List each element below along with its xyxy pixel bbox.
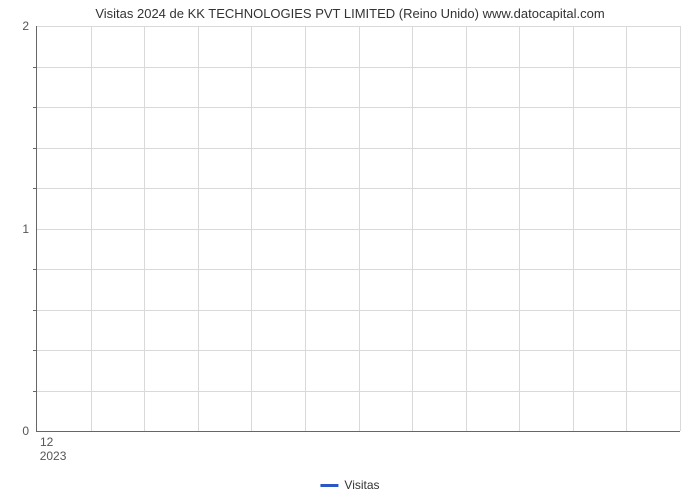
y-axis-minor-tick <box>33 269 37 270</box>
y-axis-tick-label: 1 <box>22 222 29 236</box>
grid-line-vertical <box>680 26 681 431</box>
grid-line-vertical <box>573 26 574 431</box>
x-axis-sub-label: 2023 <box>40 449 67 463</box>
grid-line-vertical <box>626 26 627 431</box>
y-axis-minor-tick <box>33 107 37 108</box>
chart-legend: Visitas <box>320 478 379 492</box>
y-axis-tick-label: 2 <box>22 19 29 33</box>
chart-plot-area: 012122023 <box>36 26 680 432</box>
grid-line-vertical <box>251 26 252 431</box>
legend-label: Visitas <box>344 478 379 492</box>
legend-swatch <box>320 484 338 487</box>
grid-line-vertical <box>198 26 199 431</box>
plot-box: 012122023 <box>36 26 680 432</box>
y-axis-minor-tick <box>33 391 37 392</box>
chart-title: Visitas 2024 de KK TECHNOLOGIES PVT LIMI… <box>0 0 700 21</box>
grid-line-vertical <box>144 26 145 431</box>
grid-line-vertical <box>519 26 520 431</box>
grid-line-vertical <box>466 26 467 431</box>
x-axis-tick-label: 12 <box>40 435 53 449</box>
y-axis-minor-tick <box>33 148 37 149</box>
grid-line-vertical <box>412 26 413 431</box>
y-axis-minor-tick <box>33 350 37 351</box>
y-axis-minor-tick <box>33 310 37 311</box>
grid-line-vertical <box>359 26 360 431</box>
y-axis-tick-label: 0 <box>22 424 29 438</box>
y-axis-minor-tick <box>33 67 37 68</box>
grid-line-vertical <box>305 26 306 431</box>
grid-line-vertical <box>91 26 92 431</box>
y-axis-minor-tick <box>33 188 37 189</box>
